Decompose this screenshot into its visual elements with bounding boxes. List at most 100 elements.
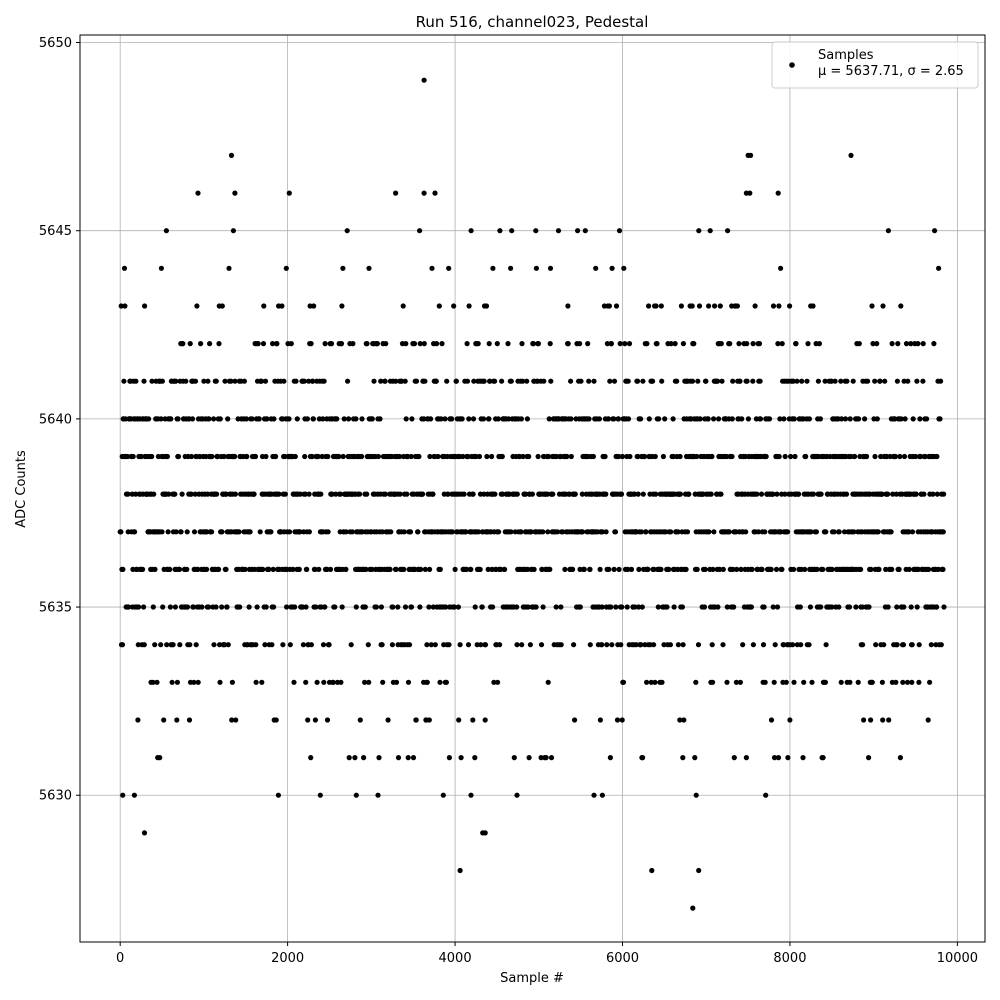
data-point [694, 566, 700, 573]
data-point [777, 416, 783, 422]
data-point [199, 604, 205, 610]
data-point [131, 792, 137, 798]
data-point [658, 303, 664, 309]
data-point [768, 566, 774, 573]
data-point [146, 416, 152, 422]
data-point [804, 378, 810, 384]
data-point [475, 529, 482, 535]
data-point [308, 642, 314, 648]
data-point [253, 679, 259, 685]
data-point [328, 341, 335, 347]
data-point [611, 566, 617, 573]
data-point [859, 604, 865, 610]
data-point [869, 679, 875, 685]
data-point [161, 717, 167, 723]
data-point [820, 755, 826, 761]
data-point [514, 491, 520, 497]
data-point [261, 303, 267, 309]
data-point [538, 642, 545, 648]
data-point [452, 566, 458, 573]
data-point [775, 341, 781, 347]
data-point [395, 755, 402, 761]
data-point [771, 755, 778, 761]
data-point [781, 416, 787, 422]
data-point [232, 453, 238, 460]
data-point [790, 378, 796, 384]
data-point [194, 303, 200, 309]
data-point [297, 529, 303, 535]
data-point [157, 755, 163, 761]
data-point [677, 717, 683, 723]
data-point [382, 378, 388, 384]
data-point [225, 416, 231, 422]
data-point [856, 341, 862, 347]
data-point [934, 491, 940, 497]
data-point [407, 529, 414, 535]
data-point [279, 303, 285, 309]
data-point [325, 453, 331, 460]
data-point [141, 604, 147, 610]
data-point [635, 491, 641, 497]
data-point [457, 867, 463, 874]
data-point [241, 378, 247, 384]
data-point [762, 529, 768, 535]
data-point [909, 529, 916, 535]
data-point [599, 529, 606, 535]
data-point [159, 529, 165, 535]
data-point [508, 265, 514, 271]
data-point [785, 755, 791, 761]
data-point [122, 303, 128, 309]
data-point [379, 642, 385, 648]
data-point [636, 566, 642, 573]
data-point [465, 642, 472, 648]
data-point [308, 755, 314, 761]
data-point [424, 679, 430, 685]
data-point [172, 604, 178, 610]
data-point [287, 642, 293, 648]
data-point [616, 453, 622, 460]
data-point [402, 604, 409, 610]
data-point [118, 529, 124, 535]
data-point [579, 491, 585, 497]
data-point [664, 604, 670, 610]
data-point [217, 642, 223, 648]
data-point [152, 642, 158, 648]
data-point [934, 604, 940, 610]
data-point [523, 491, 529, 497]
data-point [925, 717, 931, 723]
data-point [320, 642, 327, 648]
data-point [502, 566, 508, 573]
data-point [892, 453, 899, 460]
data-point [778, 265, 784, 271]
data-point [904, 679, 911, 685]
data-point [478, 642, 484, 648]
data-point [570, 566, 576, 573]
data-point [712, 303, 718, 309]
data-point [770, 604, 776, 610]
data-point [369, 566, 375, 573]
data-point [474, 642, 480, 648]
data-point [326, 642, 332, 648]
data-point [756, 341, 763, 347]
data-point [457, 642, 463, 648]
data-point [750, 642, 757, 648]
data-point [309, 453, 315, 460]
data-point [409, 416, 415, 422]
data-point [586, 416, 592, 422]
data-point [514, 604, 520, 610]
data-point [692, 755, 698, 761]
data-point [535, 453, 541, 460]
data-point [437, 679, 443, 685]
data-point [738, 566, 744, 573]
data-point [254, 604, 260, 610]
data-point [260, 341, 267, 347]
data-point [612, 529, 619, 535]
data-point [653, 303, 659, 309]
data-point [782, 453, 788, 460]
data-point [622, 341, 628, 347]
data-point [169, 679, 175, 685]
data-point [799, 378, 805, 384]
data-point [693, 679, 699, 685]
data-point [216, 566, 222, 573]
data-point [236, 529, 242, 535]
